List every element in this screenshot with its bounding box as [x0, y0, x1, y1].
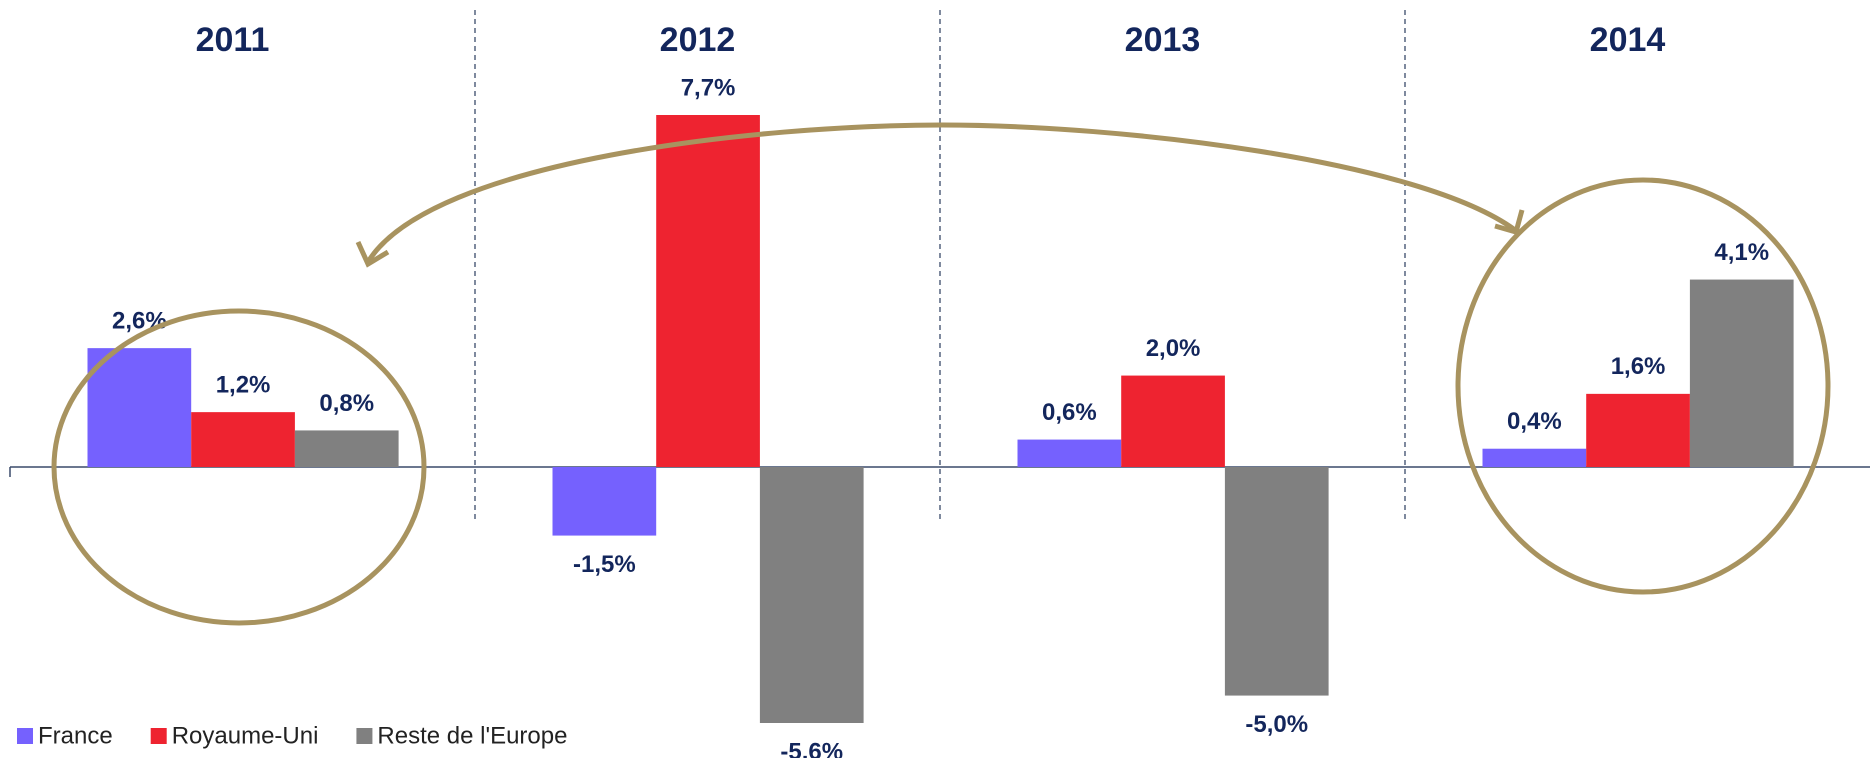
bar	[1017, 439, 1122, 467]
category-label: 2012	[660, 21, 736, 59]
bar	[1586, 393, 1690, 467]
bar	[1224, 467, 1329, 696]
legend-swatch	[17, 728, 33, 744]
data-label: 0,6%	[1042, 399, 1097, 426]
bar	[552, 467, 657, 536]
highlight-2014	[1455, 177, 1831, 595]
bars	[9, 10, 1870, 723]
data-label: 1,2%	[216, 371, 271, 398]
legend-swatch	[150, 728, 167, 744]
category-label: 2014	[1590, 21, 1666, 59]
bar	[191, 412, 295, 467]
bar	[656, 115, 760, 467]
bar	[759, 467, 864, 723]
labels: 2011 2,6% 1,2% 0,8% 2012 -1,5% 7,7% -5,6% 2013 0,…	[112, 21, 1769, 758]
data-label: 4,1%	[1714, 239, 1769, 266]
data-label: -1,5%	[573, 551, 636, 578]
legend-label: Reste de l'Europe	[377, 722, 567, 749]
bar	[1482, 448, 1587, 467]
legend-label: Royaume-Uni	[172, 722, 319, 749]
legend-label: France	[38, 722, 113, 749]
data-label: 2,6%	[112, 307, 167, 334]
connector-arrow	[365, 122, 1517, 264]
data-label: 1,6%	[1611, 353, 1666, 380]
data-label: -5,6%	[780, 738, 843, 758]
bar	[1121, 375, 1225, 467]
bar	[87, 348, 192, 467]
data-label: 0,8%	[319, 390, 374, 417]
arrowhead-left	[355, 240, 390, 268]
category-label: 2011	[196, 21, 270, 59]
bar	[294, 430, 399, 467]
legend: France Royaume-Uni Reste de l'Europe	[17, 722, 567, 749]
arrowhead-right	[1494, 209, 1525, 236]
annotations	[51, 122, 1831, 626]
bar	[1689, 279, 1794, 467]
data-label: 7,7%	[681, 74, 736, 101]
highlight-2011	[51, 308, 427, 626]
legend-swatch	[356, 728, 373, 744]
category-label: 2013	[1125, 21, 1201, 59]
data-label: 0,4%	[1507, 408, 1562, 435]
data-label: -5,0%	[1245, 711, 1308, 738]
data-label: 2,0%	[1146, 335, 1201, 362]
